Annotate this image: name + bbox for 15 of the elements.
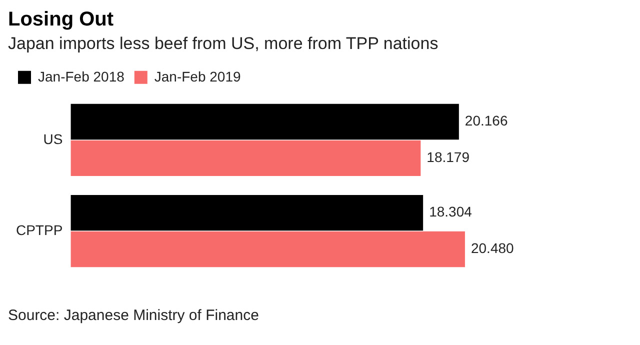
data-label: 18.304 (429, 204, 472, 220)
bar (70, 140, 421, 176)
legend-label: Jan-Feb 2018 (38, 68, 125, 84)
source-note: Source: Japanese Ministry of Finance (8, 307, 260, 324)
chart-title: Losing Out (8, 8, 114, 31)
chart-subtitle: Japan imports less beef from US, more from TPP nations (8, 34, 438, 53)
data-label: 20.480 (470, 240, 514, 256)
y-tick-label: CPTPP (16, 222, 63, 238)
bar (70, 194, 424, 231)
y-tick-label: US (43, 130, 63, 147)
data-label: 18.179 (426, 149, 470, 166)
bar (70, 231, 465, 268)
legend-label: Jan-Feb 2019 (154, 68, 241, 84)
bar (70, 104, 459, 140)
data-label: 20.166 (464, 112, 508, 129)
